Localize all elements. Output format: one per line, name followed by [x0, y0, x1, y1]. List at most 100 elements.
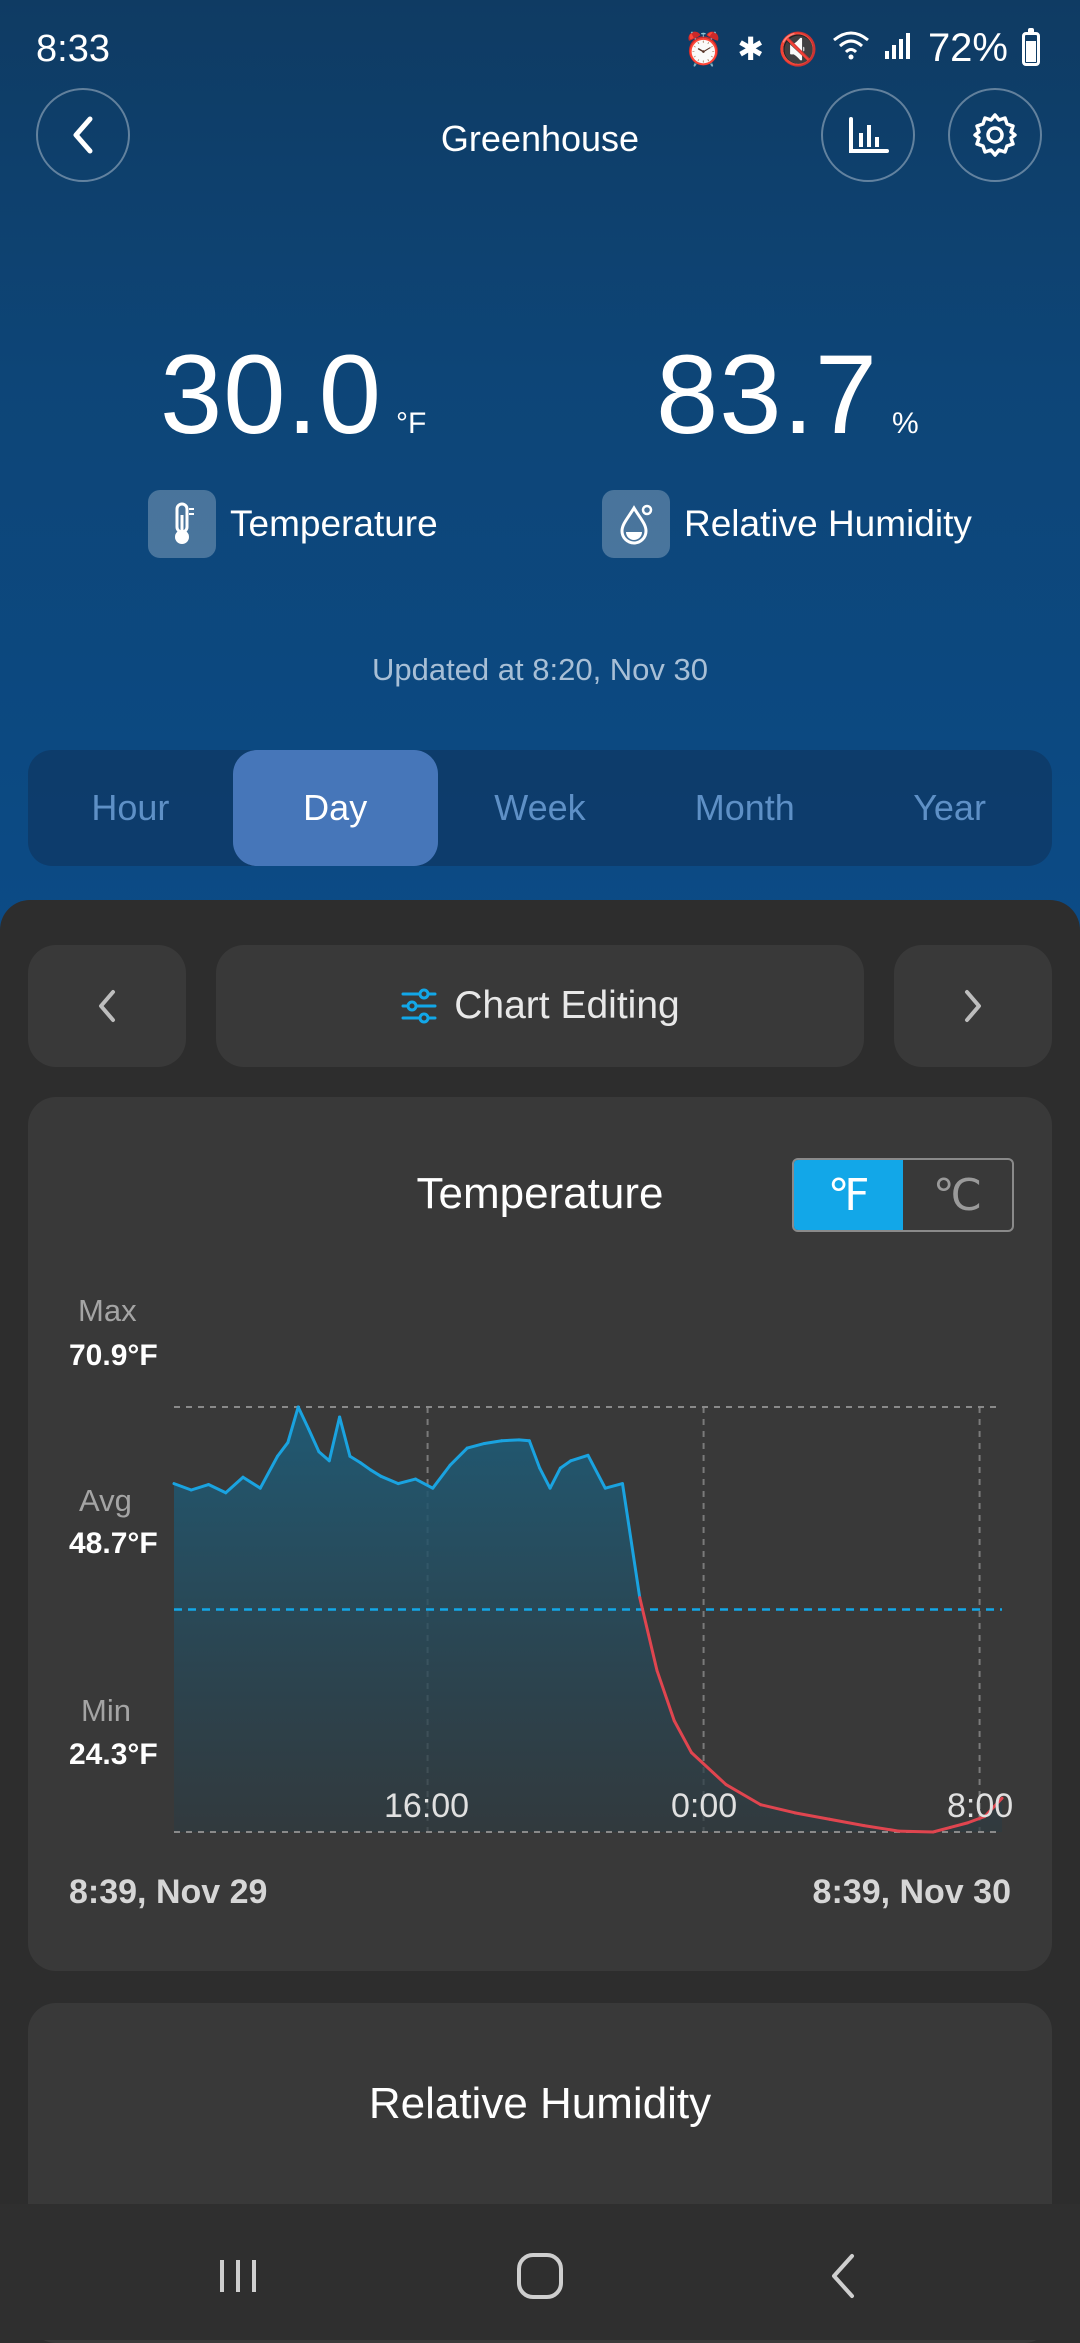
temperature-line-segment	[338, 1415, 352, 1458]
x-tick: 0:00	[671, 1787, 738, 1825]
temperature-line-segment	[500, 1438, 521, 1443]
temperature-line-low-segment	[897, 1829, 935, 1834]
tab-month[interactable]: Month	[694, 787, 795, 828]
temperature-line-low-segment	[672, 1719, 693, 1755]
temperature-line-segment	[448, 1446, 469, 1467]
signal-icon	[884, 30, 914, 67]
temperature-line-low-segment	[828, 1817, 866, 1828]
temperature-line-segment	[548, 1466, 562, 1490]
battery-percent: 72%	[927, 26, 1008, 70]
temperature-reading: 30.0 °F	[160, 330, 426, 459]
back-button[interactable]	[36, 88, 130, 182]
temperature-chart	[172, 1405, 1004, 1834]
battery-icon	[1022, 27, 1040, 66]
temperature-line-segment	[527, 1439, 542, 1470]
next-period-button[interactable]	[894, 945, 1052, 1067]
temperature-line-segment	[431, 1463, 452, 1490]
temperature-label-text: Temperature	[230, 503, 438, 544]
humidity-label: Relative Humidity	[602, 490, 972, 558]
chart-title: Temperature	[416, 1169, 664, 1218]
tab-week[interactable]: Week	[494, 787, 586, 828]
temperature-line-low-segment	[759, 1803, 797, 1815]
tab-year[interactable]: Year	[913, 787, 986, 828]
temperature-line-segment	[327, 1415, 342, 1463]
temperature-line-low-segment	[655, 1669, 676, 1723]
temperature-line-low-segment	[966, 1814, 987, 1825]
temperature-line-low-segment	[983, 1796, 1004, 1818]
min-label: Min	[81, 1693, 131, 1728]
temperature-label: Temperature	[148, 490, 438, 558]
settings-button[interactable]	[948, 88, 1042, 182]
temperature-line-segment	[241, 1475, 262, 1490]
mute-icon: 🔇	[778, 30, 818, 67]
temperature-chart-card: Temperature ℉ ℃ Max 70.9°F Avg 48.7°F Mi…	[28, 1097, 1052, 1971]
temperature-line-segment	[358, 1461, 373, 1472]
temperature-line-segment	[189, 1483, 210, 1492]
x-tick: 8:00	[947, 1787, 1014, 1825]
temperature-line-segment	[621, 1482, 642, 1600]
stats-button[interactable]	[821, 88, 915, 182]
chevron-left-icon	[73, 116, 93, 154]
bluetooth-icon: ✱	[737, 30, 765, 67]
temperature-line-segment	[603, 1482, 624, 1490]
wifi-icon	[832, 30, 870, 68]
status-bar: 8:33 ⏰ ✱ 🔇 72%	[0, 0, 1080, 100]
temperature-line-segment	[558, 1459, 573, 1470]
temperature-line-segment	[317, 1450, 331, 1463]
temperature-line-low-segment	[793, 1811, 831, 1821]
chevron-left-icon	[99, 990, 115, 1022]
chart-editing-button[interactable]: Chart Editing	[216, 945, 864, 1067]
page-title: Greenhouse	[440, 118, 640, 159]
previous-period-button[interactable]	[28, 945, 186, 1067]
home-icon[interactable]	[516, 2252, 564, 2300]
temperature-line-segment	[276, 1441, 290, 1458]
avg-value: 48.7°F	[69, 1527, 158, 1560]
temperature-line-segment	[207, 1483, 228, 1495]
range-end: 8:39, Nov 30	[812, 1873, 1011, 1911]
max-label: Max	[78, 1293, 137, 1328]
humidity-unit: %	[891, 407, 919, 440]
updated-time: Updated at 8:20, Nov 30	[371, 652, 709, 687]
temperature-line-segment	[586, 1453, 607, 1490]
avg-label: Avg	[79, 1483, 132, 1518]
temperature-line-segment	[379, 1474, 400, 1486]
chart-editing-label: Chart Editing	[454, 984, 680, 1027]
temperature-line-segment	[396, 1477, 417, 1486]
temperature-line-segment	[172, 1482, 193, 1492]
temperature-line-low-segment	[948, 1821, 969, 1829]
sliders-icon	[401, 988, 437, 1024]
temperature-line-segment	[296, 1405, 311, 1431]
temperature-line-segment	[414, 1477, 435, 1490]
temperature-line-segment	[538, 1466, 552, 1490]
temperature-line-segment	[307, 1427, 321, 1454]
humidity-chart-title: Relative Humidity	[368, 2079, 712, 2128]
temperature-line-segment	[517, 1438, 531, 1443]
temperature-line-low-segment	[724, 1783, 762, 1807]
temperature-line-segment	[483, 1439, 504, 1445]
temperature-line-segment	[258, 1454, 279, 1490]
temperature-line-segment	[465, 1441, 486, 1450]
min-value: 24.3°F	[69, 1738, 158, 1771]
temperature-area	[174, 1407, 1002, 1832]
tab-hour[interactable]: Hour	[91, 787, 170, 828]
bar-chart-icon	[849, 117, 889, 153]
range-start: 8:39, Nov 29	[69, 1873, 268, 1911]
unit-toggle: ℉ ℃	[792, 1158, 1014, 1232]
max-value: 70.9°F	[69, 1339, 158, 1372]
unit-fahrenheit-button[interactable]: ℉	[794, 1160, 903, 1230]
temperature-line-segment	[569, 1453, 590, 1463]
tab-day[interactable]: Day	[232, 750, 438, 866]
temperature-line-low-segment	[931, 1825, 952, 1834]
status-time: 8:33	[36, 28, 110, 70]
humidity-value: 83.7	[656, 332, 878, 457]
x-tick: 16:00	[384, 1787, 470, 1825]
unit-celsius-button[interactable]: ℃	[932, 1170, 983, 1220]
temperature-value: 30.0	[160, 332, 382, 457]
back-nav-icon[interactable]	[828, 2252, 858, 2300]
system-nav-bar	[0, 2204, 1080, 2340]
recent-apps-icon[interactable]	[216, 2256, 260, 2296]
period-tabs: Hour Day Week Month Year	[28, 750, 1052, 866]
temperature-line-segment	[224, 1475, 245, 1495]
temperature-line-segment	[286, 1405, 300, 1445]
temperature-unit: °F	[395, 407, 427, 440]
